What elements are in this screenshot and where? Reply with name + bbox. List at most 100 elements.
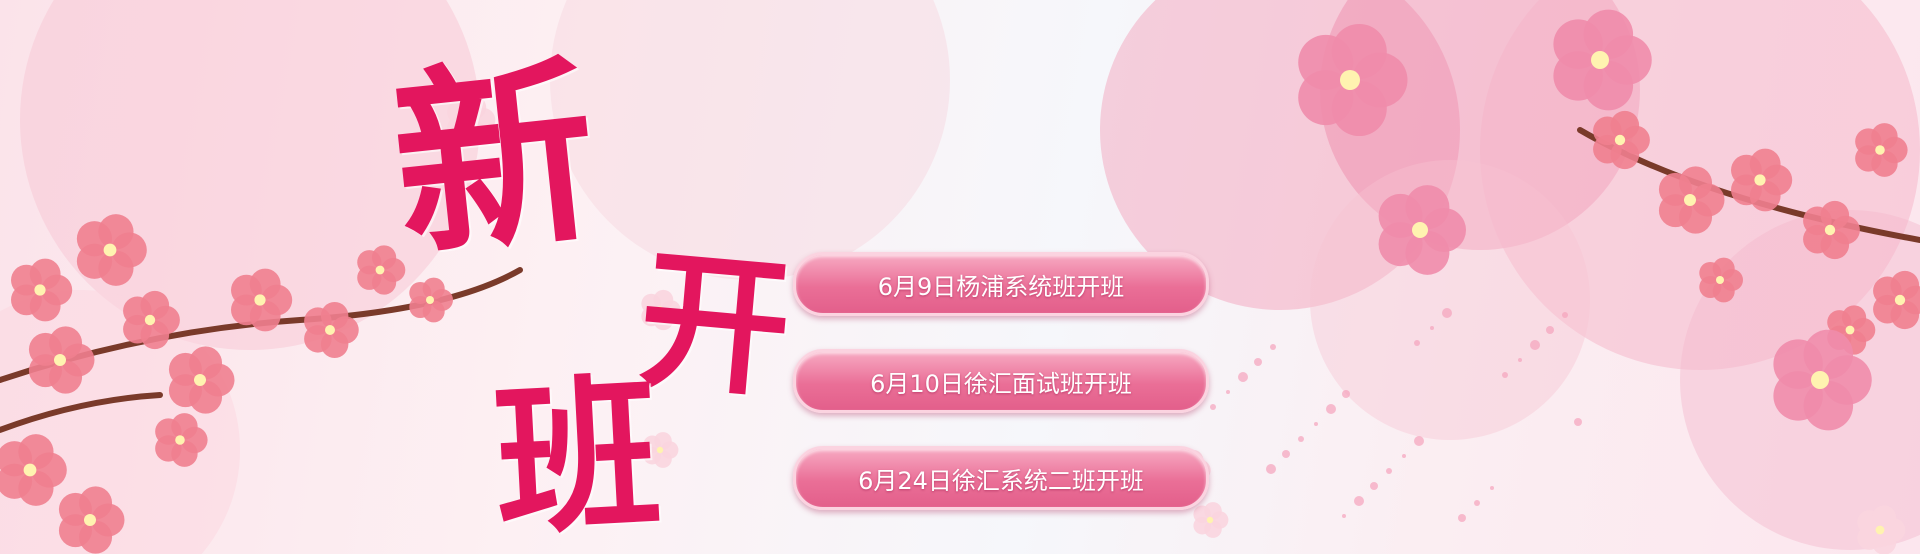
- blossom-center: [1412, 222, 1428, 238]
- petal: [98, 214, 134, 250]
- blossom: [1731, 148, 1793, 212]
- headline-char: 班: [490, 355, 665, 554]
- class-button[interactable]: 6月9日杨浦系统班开班: [793, 252, 1209, 316]
- blossom: [1699, 257, 1743, 303]
- petal: [320, 301, 349, 330]
- blossom-center: [656, 446, 664, 454]
- petal-dot: [1490, 486, 1494, 490]
- petal-dot: [1546, 326, 1554, 334]
- blossom-center: [1875, 145, 1885, 155]
- petal: [1679, 166, 1713, 200]
- petal-dot: [1474, 500, 1480, 506]
- blossom-center: [144, 314, 156, 326]
- petal-dot: [1298, 436, 1304, 442]
- blossom: [231, 268, 293, 332]
- blossom: [1553, 9, 1652, 111]
- petal-dot: [1354, 496, 1364, 506]
- petal: [249, 268, 281, 300]
- blossom-center: [194, 374, 206, 386]
- class-button[interactable]: 6月10日徐汇面试班开班: [793, 349, 1209, 413]
- blossom-center: [1811, 371, 1829, 389]
- petal: [1871, 505, 1897, 530]
- petal-dot: [1238, 372, 1248, 382]
- blossom-center: [1684, 194, 1696, 206]
- petal-dot: [1502, 372, 1508, 378]
- blossom: [28, 326, 95, 394]
- blossom-center: [375, 265, 385, 275]
- petal: [1331, 23, 1387, 79]
- blossom-center: [426, 296, 434, 304]
- branch: [0, 392, 163, 433]
- petal: [1610, 110, 1640, 140]
- petal-dot: [1458, 514, 1466, 522]
- petal: [461, 95, 487, 120]
- blossom: [304, 301, 359, 359]
- blossom-center: [103, 243, 117, 257]
- petal: [1803, 329, 1854, 380]
- blossom: [409, 277, 453, 323]
- petal: [1749, 148, 1781, 180]
- blossom-center: [1845, 325, 1855, 335]
- blossom: [1873, 270, 1920, 330]
- blossom: [643, 432, 679, 468]
- petal-dot: [1414, 436, 1424, 446]
- petal: [1583, 9, 1634, 60]
- blossom: [1857, 505, 1906, 554]
- petal: [29, 258, 61, 290]
- petal: [18, 434, 54, 470]
- petal-dot: [1326, 404, 1336, 414]
- petal-dot: [1210, 404, 1216, 410]
- petal-dot: [1562, 312, 1568, 318]
- petal: [79, 486, 113, 520]
- petal: [653, 289, 674, 310]
- headline-char: 开: [632, 230, 798, 420]
- blossom-center: [23, 463, 37, 477]
- petal-dot: [1266, 464, 1276, 474]
- blossom: [641, 289, 681, 331]
- blossom: [1855, 123, 1908, 177]
- blossom: [1658, 166, 1725, 234]
- blossom-center: [1894, 294, 1906, 306]
- petal: [1820, 200, 1850, 230]
- blossom: [357, 245, 406, 295]
- petal-dot: [1370, 482, 1378, 490]
- petal: [1405, 185, 1450, 230]
- blossom-center: [54, 354, 66, 366]
- petal-dot: [1282, 450, 1290, 458]
- class-button[interactable]: 6月24日徐汇系统二班开班: [793, 446, 1209, 510]
- blossom: [1378, 185, 1466, 275]
- petal-dot: [1226, 390, 1230, 394]
- blossom-center: [1340, 70, 1360, 90]
- petal: [1841, 305, 1867, 330]
- blossom-center: [1591, 51, 1609, 69]
- blossom: [0, 434, 67, 506]
- petal-dot: [1430, 326, 1434, 330]
- blossom-center: [84, 514, 96, 526]
- blossom: [1593, 110, 1650, 170]
- petal-dot: [1402, 454, 1406, 458]
- blossom: [11, 258, 73, 322]
- blossom-center: [175, 435, 185, 445]
- headline-char: 新: [383, 32, 607, 287]
- petal: [654, 432, 672, 450]
- petal-dot: [1270, 344, 1276, 350]
- blossom: [168, 346, 235, 414]
- petal-dot: [1574, 418, 1582, 426]
- blossom-center: [254, 294, 266, 306]
- blossom: [1773, 329, 1872, 431]
- petal-dot: [1518, 358, 1522, 362]
- blossom-center: [656, 306, 664, 314]
- petal: [422, 277, 445, 300]
- petal-dot: [1530, 340, 1540, 350]
- blossom-center: [1875, 525, 1885, 535]
- blossom-center: [465, 115, 475, 125]
- petal: [49, 326, 83, 360]
- watercolor: [550, 0, 950, 280]
- blossom: [58, 486, 125, 554]
- blossom-center: [34, 284, 46, 296]
- petal: [1712, 257, 1735, 280]
- petal: [140, 290, 170, 320]
- blossom-center: [1206, 516, 1214, 524]
